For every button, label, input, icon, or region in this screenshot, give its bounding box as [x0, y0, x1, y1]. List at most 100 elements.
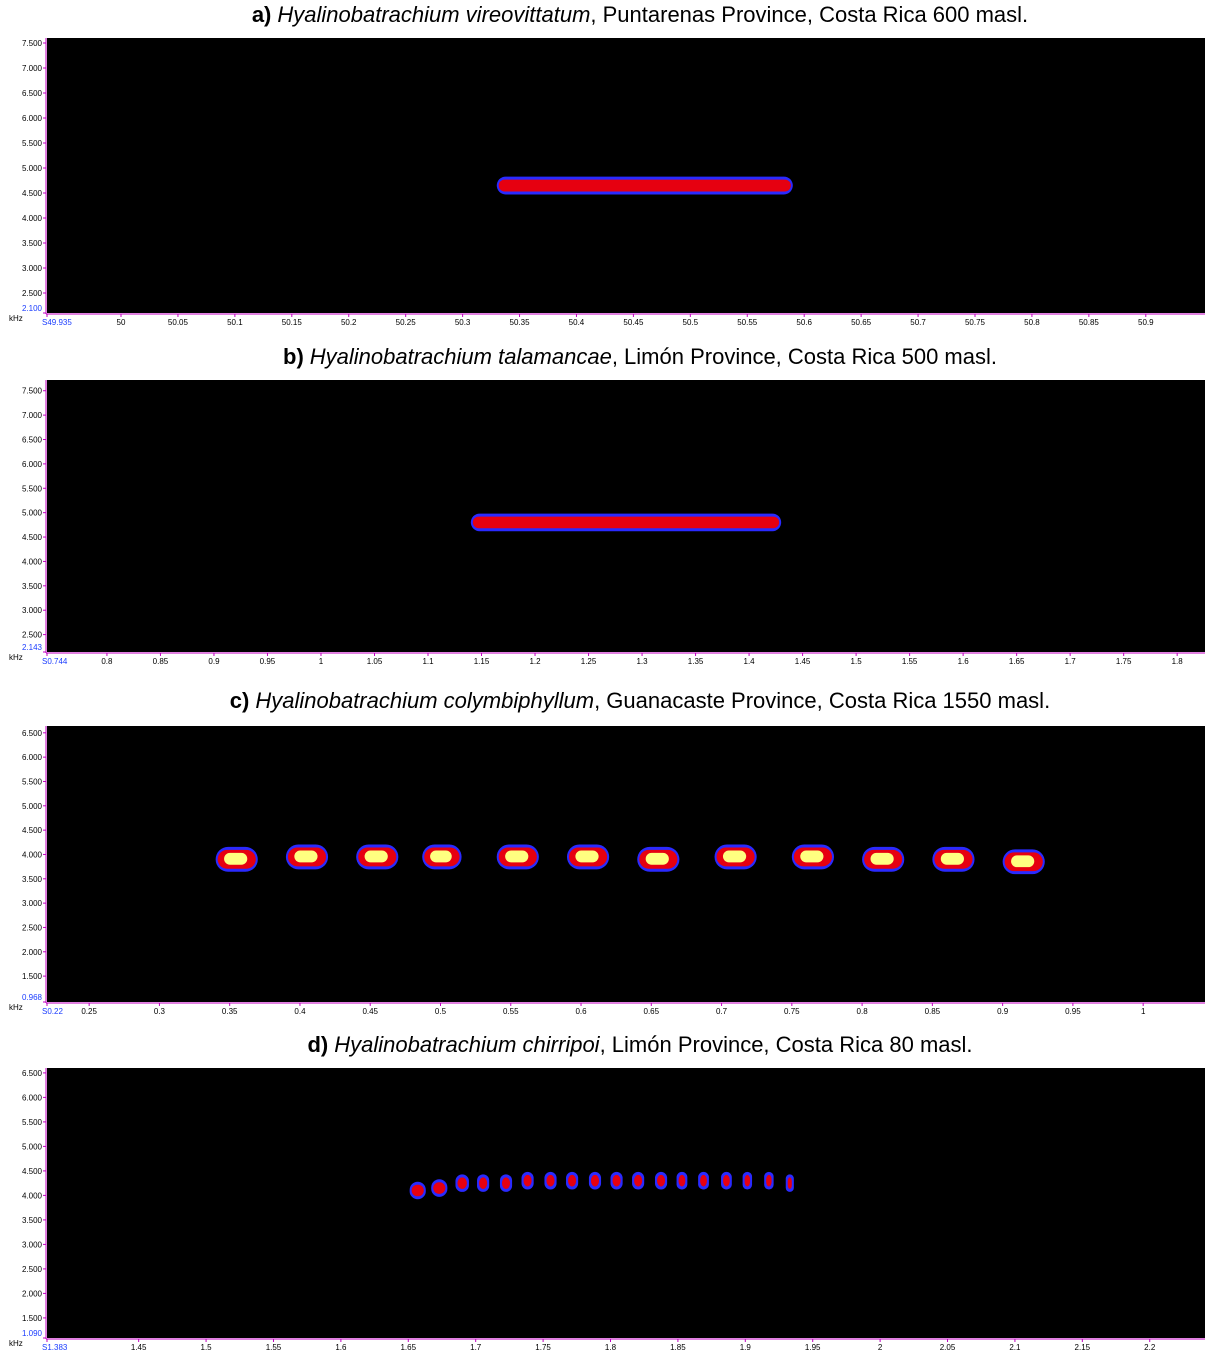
x-tick-label: 0.45 [362, 1007, 378, 1016]
y-tick-label: 1.090 [22, 1329, 43, 1338]
y-tick-label: 5.500 [22, 484, 43, 493]
call-body [612, 1175, 620, 1187]
y-tick-label: 7.000 [22, 64, 43, 73]
y-tick-label: 3.500 [22, 239, 43, 248]
x-tick-label: 0.9 [997, 1007, 1009, 1016]
y-tick-label: 5.500 [22, 139, 43, 148]
call-body [745, 1175, 750, 1187]
plot-area [47, 1068, 1205, 1338]
x-tick-label: S0.22 [42, 1007, 63, 1016]
call-core [224, 853, 247, 865]
y-tick-label: 2.500 [22, 631, 43, 640]
call-body [657, 1175, 665, 1187]
call-core [800, 850, 823, 862]
x-tick-label: 1.75 [535, 1343, 551, 1352]
x-tick-label: 1.7 [1065, 657, 1077, 666]
x-tick-label: 0.95 [1065, 1007, 1081, 1016]
y-tick-label: 0.968 [22, 993, 43, 1002]
x-tick-label: 0.85 [153, 657, 169, 666]
x-tick-label: 1.8 [605, 1343, 617, 1352]
x-tick-label: 50.2 [341, 318, 357, 327]
x-tick-label: 2.2 [1144, 1343, 1156, 1352]
call-body [723, 1175, 730, 1187]
x-tick-label: 1.25 [581, 657, 597, 666]
x-tick-label: 50.7 [910, 318, 926, 327]
call-body [473, 517, 779, 529]
x-tick-label: 50.15 [282, 318, 303, 327]
x-tick-label: 0.3 [154, 1007, 166, 1016]
x-tick-label: 50 [117, 318, 126, 327]
y-tick-label: 2.500 [22, 923, 43, 932]
y-tick-label: 6.000 [22, 114, 43, 123]
y-tick-label: 6.000 [22, 460, 43, 469]
y-tick-label: 7.500 [22, 39, 43, 48]
x-tick-label: 1.6 [958, 657, 970, 666]
x-tick-label: 0.6 [575, 1007, 587, 1016]
y-tick-label: 4.500 [22, 189, 43, 198]
y-tick-label: 6.500 [22, 89, 43, 98]
x-tick-label: S49.935 [42, 318, 72, 327]
species-name: Hyalinobatrachium vireovittatum [277, 2, 590, 27]
call-body [433, 1182, 445, 1194]
panel-label: c) [230, 688, 250, 713]
call-core [871, 853, 894, 865]
x-tick-label: 50.5 [683, 318, 699, 327]
x-tick-label: 1.6 [335, 1343, 347, 1352]
x-tick-label: 0.8 [857, 1007, 869, 1016]
y-tick-label: 4.500 [22, 1167, 43, 1176]
x-tick-label: 0.85 [925, 1007, 941, 1016]
x-tick-label: 50.8 [1024, 318, 1040, 327]
y-tick-label: 4.500 [22, 826, 43, 835]
x-tick-label: 50.9 [1138, 318, 1154, 327]
y-tick-label: 4.000 [22, 850, 43, 859]
call-core [941, 853, 964, 865]
x-tick-label: 1.35 [688, 657, 704, 666]
call-body [591, 1175, 599, 1187]
panel-title: a)Hyalinobatrachium vireovittatum, Punta… [252, 2, 1028, 27]
x-tick-label: 1.15 [474, 657, 490, 666]
x-tick-label: 1.9 [740, 1343, 752, 1352]
x-tick-label: 1.3 [636, 657, 648, 666]
x-tick-label: S0.744 [42, 657, 68, 666]
call-core [723, 850, 746, 862]
y-tick-label: 5.000 [22, 164, 43, 173]
y-tick-label: 2.143 [22, 643, 43, 652]
y-tick-label: 3.000 [22, 264, 43, 273]
y-tick-label: 4.000 [22, 1191, 43, 1200]
x-tick-label: 50.45 [623, 318, 644, 327]
x-tick-label: 0.95 [260, 657, 276, 666]
x-tick-label: 0.25 [81, 1007, 97, 1016]
x-tick-label: 0.75 [784, 1007, 800, 1016]
panel-label: d) [307, 1032, 328, 1057]
x-tick-label: 50.6 [796, 318, 812, 327]
species-name: Hyalinobatrachium talamancae [310, 344, 612, 369]
y-tick-label: 6.500 [22, 1069, 43, 1078]
locality: , Puntarenas Province, Costa Rica 600 ma… [590, 2, 1028, 27]
x-tick-label: 50.4 [569, 318, 585, 327]
call-body [499, 180, 791, 192]
panel-title: b)Hyalinobatrachium talamancae, Limón Pr… [283, 344, 997, 369]
panel-label: b) [283, 344, 304, 369]
x-tick-label: 1.05 [367, 657, 383, 666]
x-tick-label: 1.75 [1116, 657, 1132, 666]
call-body [412, 1185, 424, 1197]
call-body [524, 1175, 532, 1187]
x-tick-label: 2 [878, 1343, 883, 1352]
y-axis-label: kHz [9, 314, 23, 323]
panel-label: a) [252, 2, 272, 27]
species-name: Hyalinobatrachium chirripoi [334, 1032, 600, 1057]
call-core [575, 850, 598, 862]
x-tick-label: 50.1 [227, 318, 243, 327]
panel-title: d)Hyalinobatrachium chirripoi, Limón Pro… [307, 1032, 972, 1057]
x-tick-label: 1.1 [422, 657, 434, 666]
call-body [546, 1175, 554, 1187]
y-axis-label: kHz [9, 1339, 23, 1348]
y-tick-label: 3.000 [22, 1240, 43, 1249]
y-tick-label: 3.500 [22, 582, 43, 591]
x-tick-label: 2.15 [1075, 1343, 1091, 1352]
x-tick-label: 1.2 [529, 657, 541, 666]
y-tick-label: 3.000 [22, 899, 43, 908]
x-tick-label: 50.05 [168, 318, 189, 327]
y-tick-label: 2.500 [22, 289, 43, 298]
y-tick-label: 4.500 [22, 533, 43, 542]
